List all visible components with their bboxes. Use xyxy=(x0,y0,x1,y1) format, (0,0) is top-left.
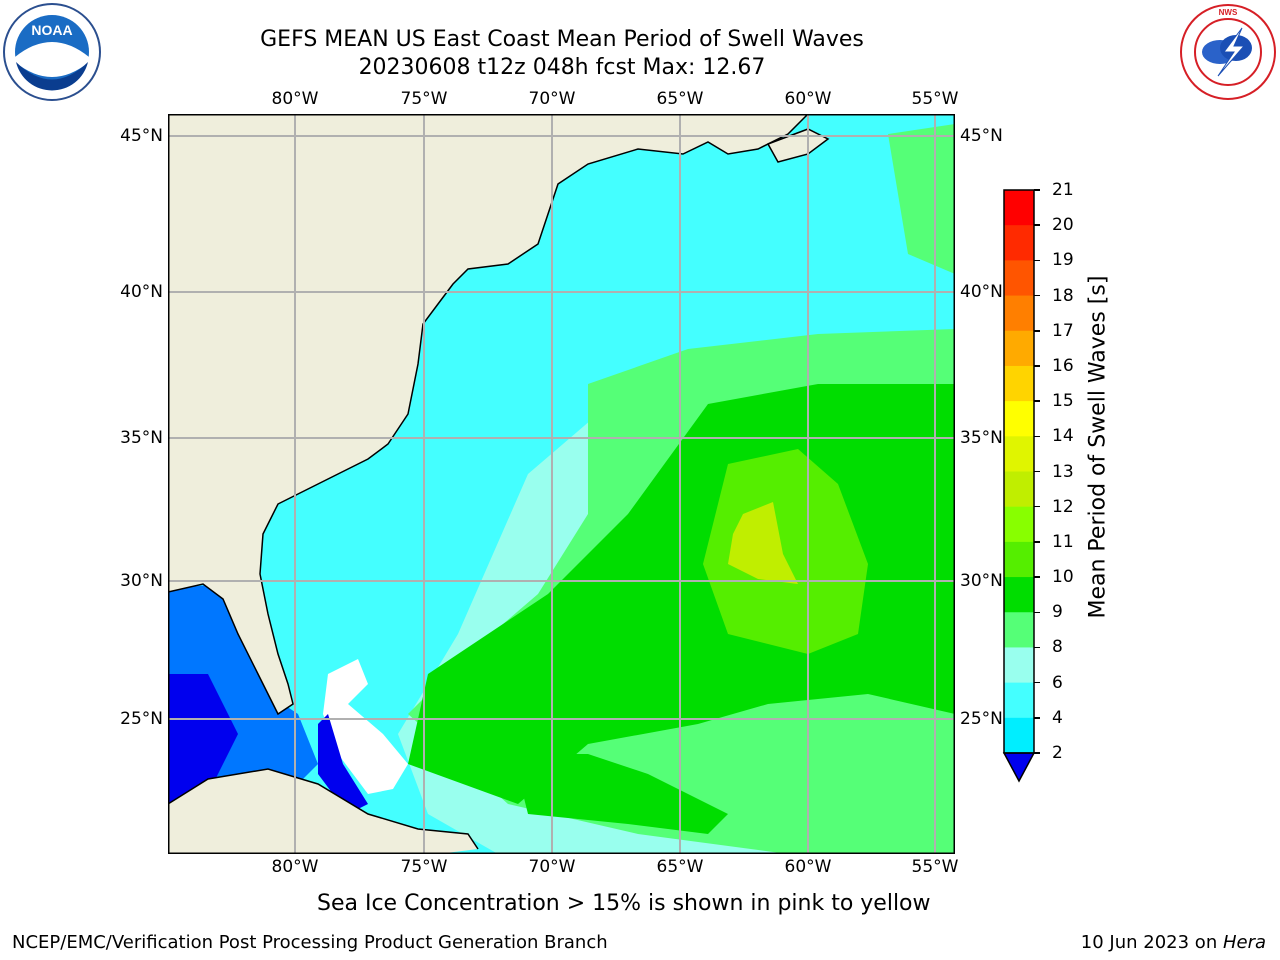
lon-tick-bottom: 70°W xyxy=(528,857,576,877)
colorbar-tick-mark xyxy=(1034,470,1040,473)
lat-tick-left: 40°N xyxy=(120,282,163,302)
footer-branch: NCEP/EMC/Verification Post Processing Pr… xyxy=(12,932,608,953)
lat-tick-left: 45°N xyxy=(120,126,163,146)
coastline xyxy=(168,114,809,716)
colorbar-tick-mark xyxy=(1034,646,1040,649)
colorbar-swatch xyxy=(1004,541,1034,578)
colorbar-tick-mark xyxy=(1034,541,1040,543)
chart-title: GEFS MEAN US East Coast Mean Period of S… xyxy=(260,27,864,52)
colorbar-swatch xyxy=(1004,401,1034,437)
colorbar-tick-label: 6 xyxy=(1052,672,1063,693)
nws-logo: NWS xyxy=(1178,2,1278,102)
colorbar-tick-label: 16 xyxy=(1052,355,1074,376)
colorbar-extend-arrow xyxy=(1002,752,1036,783)
lon-tick-top: 75°W xyxy=(400,89,448,109)
lon-tick-top: 80°W xyxy=(271,89,319,109)
colorbar-tick-mark xyxy=(1034,576,1040,578)
noaa-logo: NOAA xyxy=(2,2,102,102)
svg-text:NWS: NWS xyxy=(1219,8,1238,17)
graticule xyxy=(168,114,955,854)
colorbar-swatch xyxy=(1004,436,1034,472)
colorbar-tick-mark xyxy=(1034,224,1040,226)
colorbar-tick-label: 11 xyxy=(1052,531,1074,552)
colorbar-tick-label: 17 xyxy=(1052,320,1074,341)
colorbar xyxy=(1002,189,1036,783)
colorbar-tick-mark xyxy=(1034,435,1040,438)
lat-tick-left: 25°N xyxy=(120,709,163,729)
colorbar-tick-mark xyxy=(1034,330,1040,332)
colorbar-swatch xyxy=(1004,612,1034,648)
colorbar-swatch xyxy=(1004,225,1034,261)
lon-tick-top: 65°W xyxy=(656,89,704,109)
lon-tick-top: 70°W xyxy=(528,89,576,109)
colorbar-tick-label: 15 xyxy=(1052,391,1074,412)
map-frame xyxy=(168,114,955,854)
colorbar-swatch xyxy=(1004,330,1034,367)
colorbar-tick-label: 2 xyxy=(1052,743,1063,763)
colorbar-tick-mark xyxy=(1034,681,1040,684)
colorbar-tick-mark xyxy=(1034,189,1040,191)
colorbar-tick-label: 21 xyxy=(1052,180,1074,200)
colorbar-tick-mark xyxy=(1034,294,1040,297)
colorbar-tick-mark xyxy=(1034,717,1040,719)
lon-tick-bottom: 75°W xyxy=(400,857,448,877)
colorbar-swatch xyxy=(1004,717,1034,754)
colorbar-tick-mark xyxy=(1034,365,1040,367)
colorbar-tick-label: 19 xyxy=(1052,250,1074,271)
lat-tick-right: 35°N xyxy=(960,428,1003,448)
colorbar-swatch xyxy=(1004,190,1034,226)
lat-tick-left: 30°N xyxy=(120,571,163,591)
lon-tick-bottom: 80°W xyxy=(271,857,319,877)
noaa-logo-text: NOAA xyxy=(31,22,72,38)
lon-tick-bottom: 55°W xyxy=(911,857,959,877)
colorbar-tick-mark xyxy=(1034,400,1040,402)
colorbar-tick-label: 14 xyxy=(1052,426,1074,447)
land-cuba xyxy=(168,769,478,854)
colorbar-tick-label: 20 xyxy=(1052,215,1074,236)
colorbar-tick-mark xyxy=(1034,611,1040,613)
footer-date: 10 Jun 2023 on Hera xyxy=(1081,932,1266,954)
colorbar-swatch xyxy=(1004,260,1034,297)
lat-tick-right: 30°N xyxy=(960,571,1003,591)
contour-11-12 xyxy=(703,449,868,654)
colorbar-tick-mark xyxy=(1034,505,1040,508)
colorbar-swatch xyxy=(1004,647,1034,684)
colorbar-tick-label: 8 xyxy=(1052,637,1063,658)
colorbar-tick-label: 4 xyxy=(1052,707,1063,728)
footer-machine: Hera xyxy=(1222,932,1266,953)
colorbar-swatch xyxy=(1004,682,1034,719)
colorbar-label: Mean Period of Swell Waves [s] xyxy=(1085,275,1111,619)
swell-period-map xyxy=(168,114,955,854)
colorbar-tick-label: 9 xyxy=(1052,602,1063,623)
colorbar-tick-label: 18 xyxy=(1052,285,1074,306)
colorbar-swatch xyxy=(1004,471,1034,508)
lat-tick-right: 25°N xyxy=(960,709,1003,729)
sea-ice-note: Sea Ice Concentration > 15% is shown in … xyxy=(317,891,931,916)
colorbar-tick-label: 13 xyxy=(1052,461,1074,482)
lon-tick-top: 60°W xyxy=(784,89,832,109)
colorbar-tick-label: 12 xyxy=(1052,496,1074,517)
colorbar-tick-label: 10 xyxy=(1052,567,1074,588)
land-north-america xyxy=(168,114,808,714)
footer-date-text: 10 Jun 2023 on xyxy=(1080,932,1223,953)
lon-tick-bottom: 60°W xyxy=(784,857,832,877)
contour-12-13 xyxy=(728,502,798,584)
chart-subtitle: 20230608 t12z 048h fcst Max: 12.67 xyxy=(358,55,766,80)
lon-tick-top: 55°W xyxy=(911,89,959,109)
lat-tick-right: 40°N xyxy=(960,282,1003,302)
colorbar-tick-mark xyxy=(1034,752,1040,754)
bahamas-no-data xyxy=(323,659,408,794)
lat-tick-left: 35°N xyxy=(120,428,163,448)
colorbar-swatch xyxy=(1004,577,1034,613)
colorbar-swatch xyxy=(1004,506,1034,543)
colorbar-swatch xyxy=(1004,365,1034,402)
colorbar-swatch xyxy=(1004,295,1034,332)
lat-tick-right: 45°N xyxy=(960,126,1003,146)
colorbar-tick-mark xyxy=(1034,259,1040,262)
lon-tick-bottom: 65°W xyxy=(656,857,704,877)
